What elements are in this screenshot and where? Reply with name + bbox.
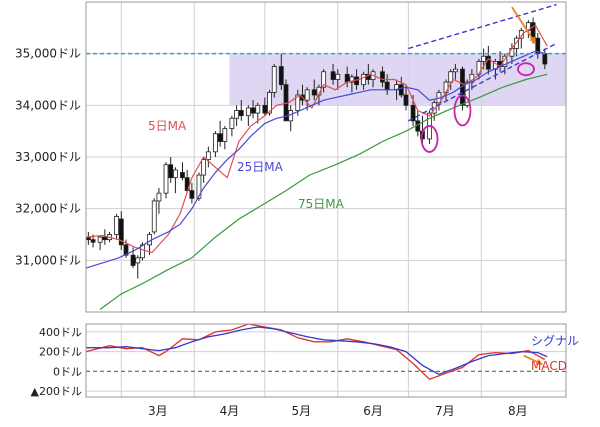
- price-axis-labels: 35,000ドル 34,000ドル 33,000ドル 32,000ドル 31,0…: [15, 47, 81, 268]
- candle: [102, 229, 108, 245]
- moving-average-lines: [85, 24, 548, 310]
- candle: [114, 213, 119, 240]
- macd-y-tick-label: ▲200ドル: [31, 385, 82, 398]
- candle: [163, 162, 169, 199]
- candle: [217, 120, 223, 147]
- channel-lower-line: [408, 42, 557, 122]
- highlight-ellipse: [517, 62, 535, 77]
- ma25-label: 25日MA: [237, 160, 284, 174]
- candle: [365, 64, 371, 85]
- candle: [180, 162, 185, 181]
- candle: [205, 146, 211, 168]
- macd-panel-frame: [85, 323, 567, 398]
- candle: [453, 64, 458, 80]
- candle: [250, 100, 256, 119]
- candle: [156, 188, 162, 214]
- candle: [361, 71, 367, 90]
- series-line: [85, 24, 548, 254]
- x-tick-label: 6月: [363, 404, 383, 418]
- candle: [222, 126, 228, 150]
- candle: [189, 182, 195, 204]
- candle: [245, 105, 251, 126]
- candle: [448, 69, 454, 90]
- price-panel: 35,000ドル 34,000ドル 33,000ドル 32,000ドル 31,0…: [15, 1, 567, 313]
- ma5-label: 5日MA: [148, 119, 187, 133]
- highlight-ellipses: [420, 62, 535, 153]
- candle: [398, 76, 404, 98]
- candle: [135, 255, 141, 279]
- candle: [321, 69, 327, 93]
- ma75-label: 75日MA: [298, 197, 345, 211]
- highlight-ellipse: [420, 125, 439, 153]
- candle: [238, 100, 244, 121]
- candle: [151, 198, 157, 235]
- y-tick-label: 33,000ドル: [15, 150, 81, 164]
- candle: [335, 69, 341, 90]
- candle: [271, 64, 277, 98]
- candle: [97, 235, 103, 250]
- candle: [304, 87, 310, 111]
- macd-axis-labels: 400ドル 200ドル 0ドル ▲200ドル: [31, 326, 82, 398]
- x-tick-label: 7月: [435, 404, 455, 418]
- macd-y-tick-label: 200ドル: [39, 346, 82, 359]
- candle: [514, 35, 519, 57]
- macd-y-tick-label: 0ドル: [53, 365, 82, 378]
- candle: [234, 105, 239, 126]
- candle: [311, 79, 317, 101]
- candle: [229, 115, 235, 137]
- x-tick-label: 5月: [291, 404, 311, 418]
- macd-label: MACD: [531, 359, 567, 373]
- candle: [283, 79, 289, 122]
- macd-panel: 400ドル 200ドル 0ドル ▲200ドル シグナル MACD: [31, 323, 579, 398]
- candle: [380, 66, 385, 88]
- macd-legend: シグナル MACD: [531, 334, 579, 373]
- macd-series-line: [86, 326, 548, 376]
- candle: [118, 211, 124, 250]
- x-tick-label: 8月: [508, 404, 528, 418]
- series-line: [85, 50, 548, 269]
- candle: [173, 167, 178, 194]
- x-tick-label: 3月: [148, 404, 168, 418]
- y-tick-label: 31,000ドル: [15, 253, 81, 267]
- x-tick-label: 4月: [220, 404, 240, 418]
- y-tick-label: 35,000ドル: [15, 47, 81, 61]
- y-tick-label: 34,000ドル: [15, 98, 81, 112]
- candle: [213, 131, 218, 157]
- macd-lines: [85, 323, 548, 380]
- channel-upper-line: [408, 3, 557, 50]
- macd-y-tick-label: 400ドル: [39, 326, 82, 339]
- candle: [262, 97, 268, 116]
- candle: [255, 102, 261, 124]
- y-tick-label: 32,000ドル: [15, 202, 81, 216]
- candle: [201, 157, 207, 183]
- macd-arrow: [523, 354, 543, 366]
- candle: [278, 53, 284, 90]
- candle: [403, 84, 409, 111]
- price-arrow: [511, 6, 537, 44]
- candle: [349, 74, 355, 93]
- series-line: [99, 73, 548, 310]
- price-panel-frame: [85, 1, 567, 313]
- highlight-ellipse: [453, 94, 472, 127]
- moving-average-labels: 5日MA 25日MA 75日MA: [148, 119, 345, 211]
- trend-channel: [408, 3, 557, 122]
- signal-label: シグナル: [531, 334, 579, 348]
- candle: [330, 64, 336, 85]
- candle: [168, 157, 174, 183]
- x-axis: 3月 4月 5月 6月 7月 8月: [148, 404, 528, 418]
